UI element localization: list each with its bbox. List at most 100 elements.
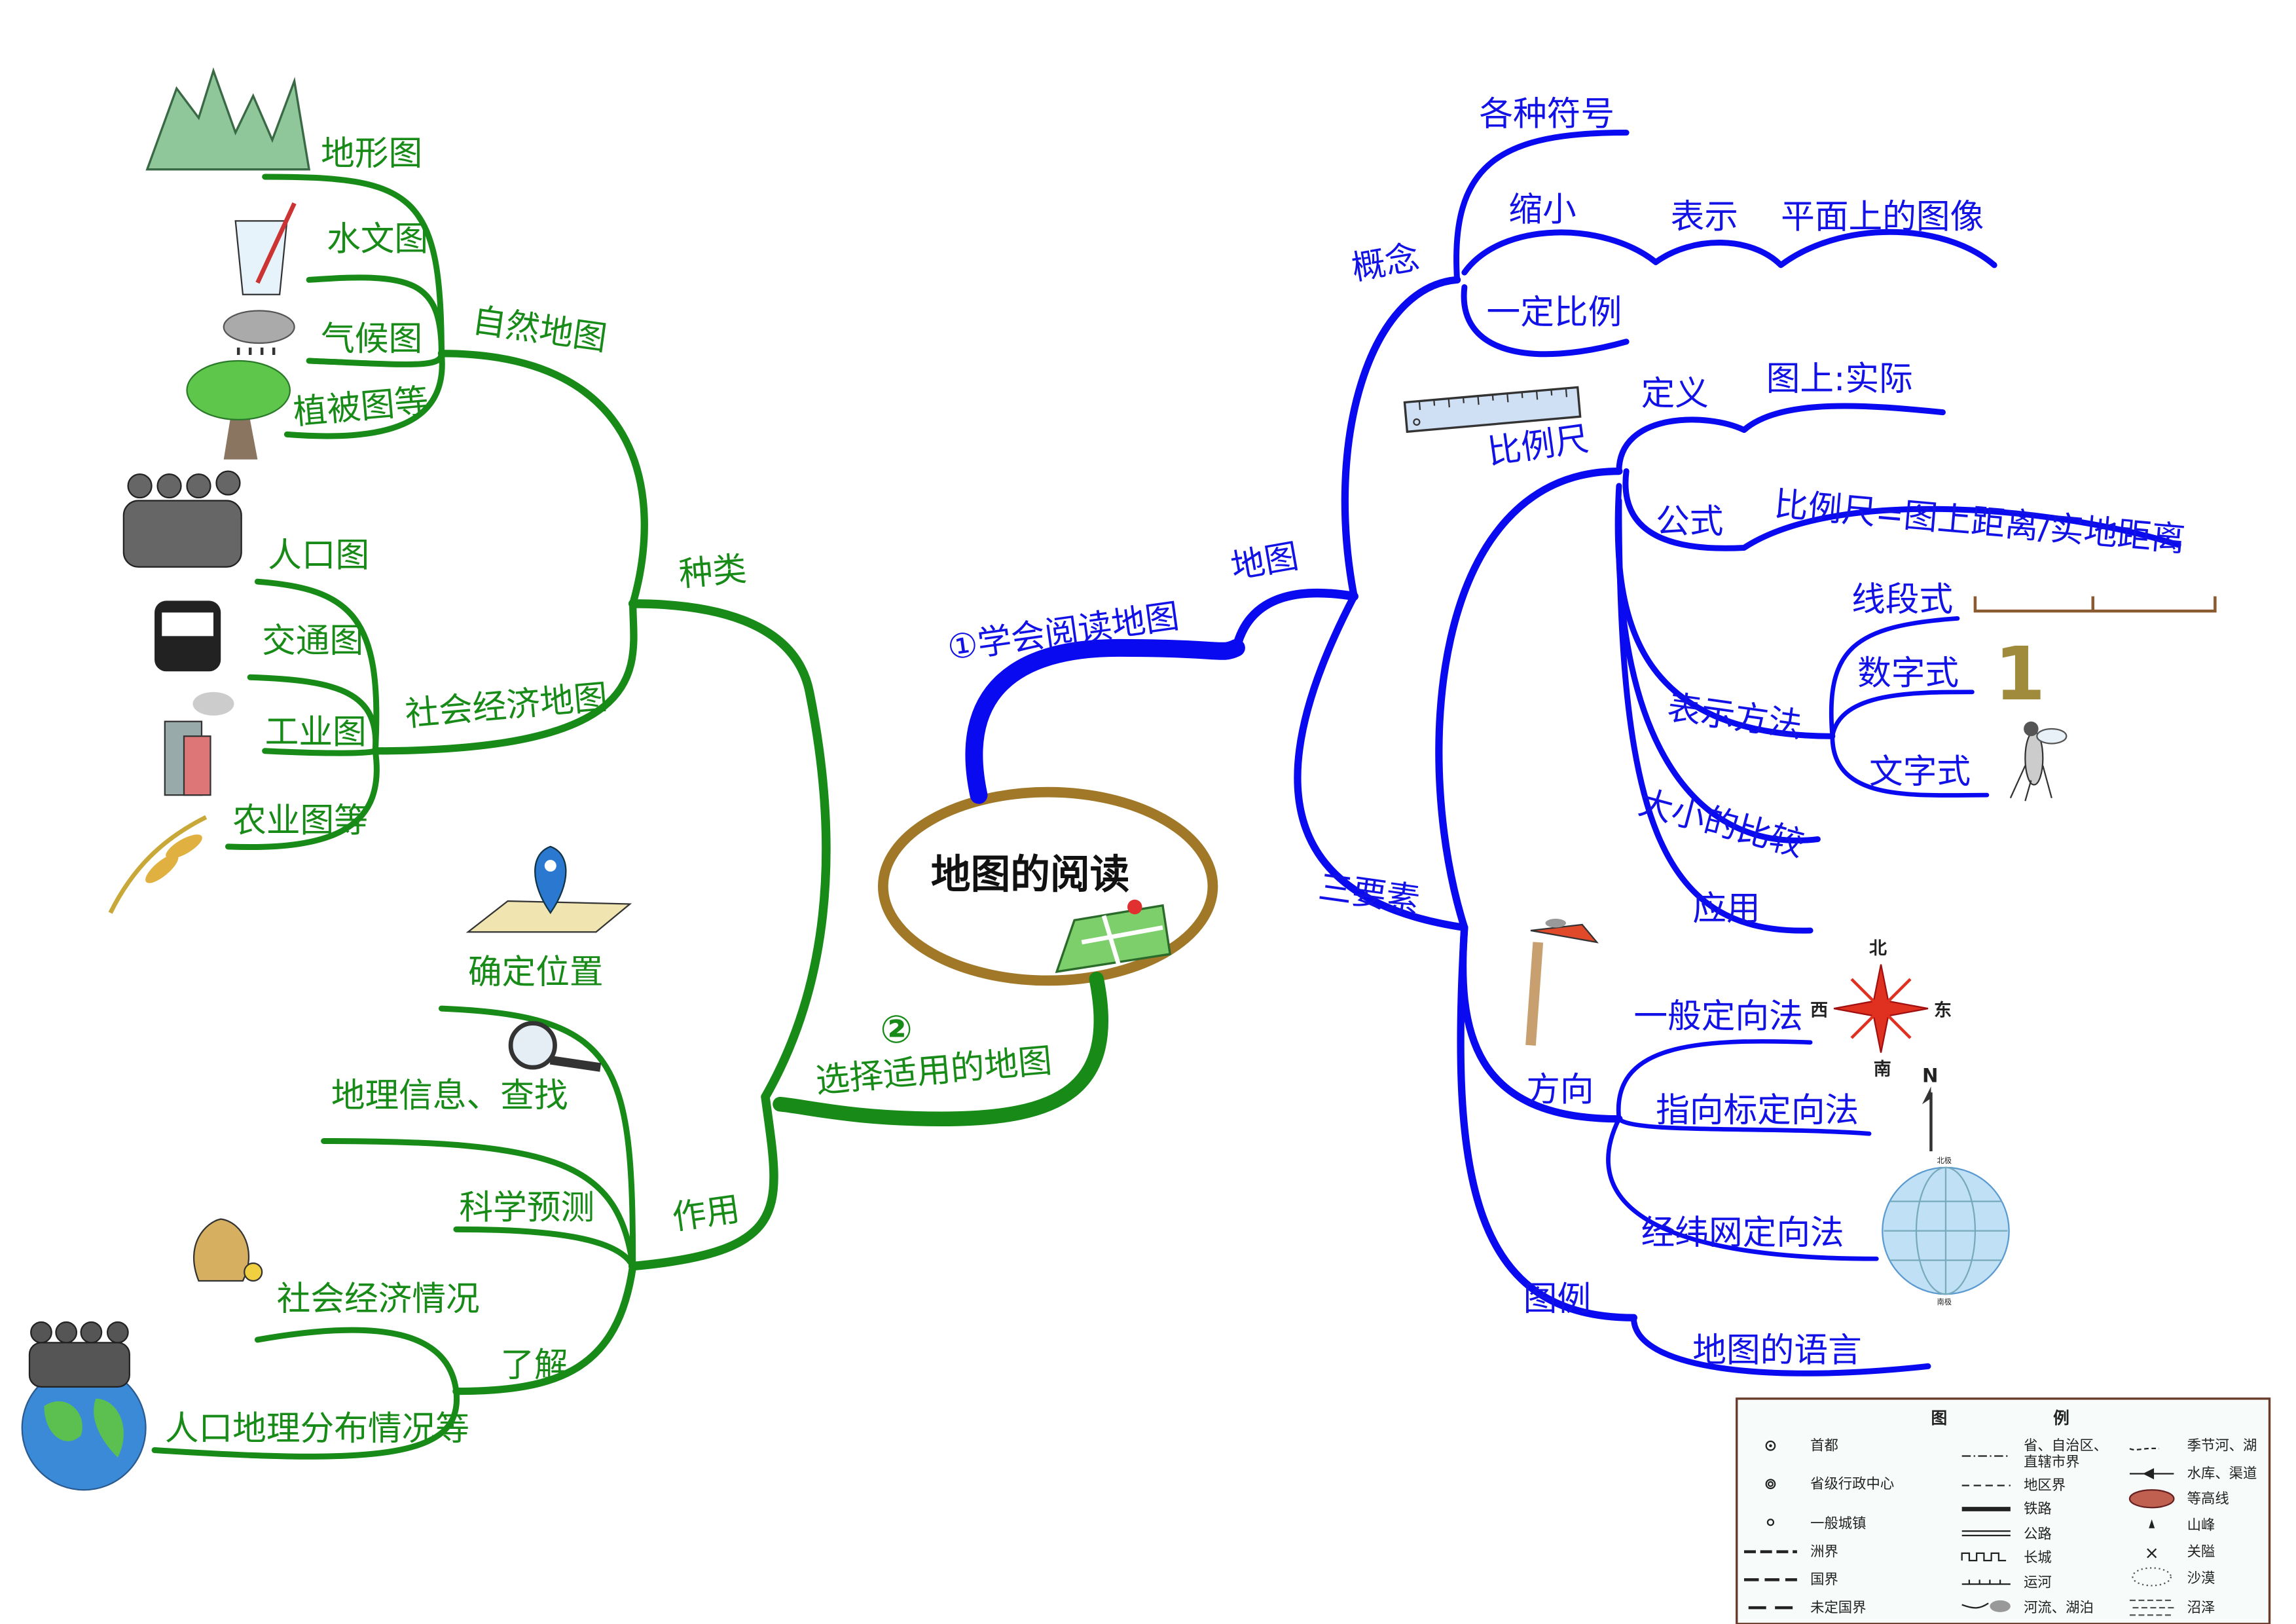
globe-people-icon bbox=[21, 1321, 147, 1491]
node-formula[interactable]: 公式 bbox=[1656, 502, 1723, 542]
node-use[interactable]: 应用 bbox=[1692, 889, 1760, 929]
line-scale-bar-icon bbox=[1973, 596, 2217, 613]
legend-title-left: 图 bbox=[1931, 1409, 1947, 1428]
map-icon bbox=[1055, 899, 1172, 974]
legend-item: 沙漠 bbox=[2187, 1570, 2215, 1587]
location-pin-map-icon bbox=[465, 845, 632, 933]
north-arrow-icon: N bbox=[1922, 1065, 1938, 1152]
node-legend[interactable]: 图例 bbox=[1523, 1280, 1591, 1319]
node-symbols[interactable]: 各种符号 bbox=[1479, 94, 1614, 134]
number-one-glyph: 1 bbox=[1994, 631, 2045, 717]
node-natural-item[interactable]: 地形图 bbox=[321, 134, 422, 174]
node-natural-item[interactable]: 植被图等 bbox=[292, 382, 430, 433]
compass-east: 东 bbox=[1934, 999, 1952, 1020]
branch-select-map[interactable]: 选择适用的地图 bbox=[814, 1041, 1054, 1101]
node-understand-item[interactable]: 人口地理分布情况等 bbox=[165, 1409, 469, 1449]
thermometer-glass-icon bbox=[234, 202, 297, 295]
compass-north: 北 bbox=[1869, 938, 1887, 959]
rain-cloud-icon bbox=[223, 310, 295, 355]
node-natural-item[interactable]: 气候图 bbox=[321, 320, 422, 359]
node-plane-image[interactable]: 平面上的图像 bbox=[1781, 198, 1984, 237]
money-bag-icon bbox=[192, 1218, 263, 1282]
node-definition-value[interactable]: 图上:实际 bbox=[1766, 360, 1913, 399]
mountain-icon bbox=[145, 67, 311, 171]
map-legend-box: 图 例 首都 省级行政中心 一般城镇 洲界 国界 未定国界 省、自治区、 直辖市… bbox=[1736, 1397, 2271, 1624]
legend-item: 河流、湖泊 bbox=[2024, 1600, 2094, 1616]
legend-item: 铁路 bbox=[2024, 1501, 2052, 1517]
wheat-icon bbox=[108, 815, 208, 914]
compass-rose-icon: 北 南 东 西 bbox=[1810, 938, 1952, 1079]
node-uses[interactable]: 作用 bbox=[670, 1189, 742, 1238]
node-social-item[interactable]: 交通图 bbox=[262, 621, 363, 661]
magnifier-icon bbox=[508, 1021, 602, 1072]
legend-item: 季节河、湖 bbox=[2187, 1438, 2257, 1454]
factory-icon bbox=[164, 692, 234, 796]
compass-west: 西 bbox=[1810, 1000, 1828, 1020]
node-three-elements[interactable]: 三要素 bbox=[1316, 868, 1422, 921]
node-social-item[interactable]: 人口图 bbox=[268, 536, 369, 576]
left-branches bbox=[151, 174, 1109, 1460]
legend-item: 公路 bbox=[2024, 1526, 2052, 1542]
node-use-item[interactable]: 科学预测 bbox=[459, 1189, 594, 1228]
node-grid[interactable]: 经纬网定向法 bbox=[1641, 1213, 1844, 1253]
node-social-item[interactable]: 工业图 bbox=[265, 712, 367, 752]
legend-item: 沼泽 bbox=[2187, 1600, 2215, 1616]
legend-item: 地区界 bbox=[2024, 1477, 2066, 1494]
legend-item: 关隘 bbox=[2187, 1543, 2215, 1560]
node-understand[interactable]: 了解 bbox=[500, 1346, 568, 1385]
node-represent[interactable]: 表示 bbox=[1671, 198, 1738, 237]
node-natural[interactable]: 自然地图 bbox=[470, 301, 610, 358]
crowd-icon bbox=[122, 470, 242, 568]
legend-item: 直辖市界 bbox=[2024, 1454, 2079, 1470]
tree-icon bbox=[186, 360, 291, 460]
number-two-badge: ② bbox=[880, 1007, 912, 1052]
legend-item: 省、自治区、 bbox=[2024, 1438, 2107, 1454]
legend-title-right: 例 bbox=[2053, 1409, 2069, 1428]
legend-item: 水库、渠道 bbox=[2187, 1466, 2257, 1482]
node-text-scale[interactable]: 文字式 bbox=[1869, 752, 1971, 792]
node-number-scale[interactable]: 数字式 bbox=[1857, 654, 1959, 693]
legend-item: 等高线 bbox=[2187, 1490, 2229, 1507]
node-use-item[interactable]: 地理信息、查找 bbox=[331, 1077, 568, 1116]
legend-item: 国界 bbox=[1810, 1572, 1838, 1588]
compass-south: 南 bbox=[1874, 1059, 1891, 1079]
mosquito-icon bbox=[2009, 721, 2068, 802]
node-natural-item[interactable]: 水文图 bbox=[327, 219, 428, 259]
legend-item: 首都 bbox=[1810, 1438, 1838, 1454]
pickaxe-icon bbox=[1525, 918, 1599, 1046]
node-social-item[interactable]: 农业图等 bbox=[232, 801, 368, 840]
north-arrow-label: N bbox=[1922, 1065, 1938, 1087]
node-ratio[interactable]: 一定比例 bbox=[1487, 293, 1622, 333]
node-types[interactable]: 种类 bbox=[678, 549, 748, 595]
legend-item: 运河 bbox=[2024, 1575, 2052, 1591]
node-pointer[interactable]: 指向标定向法 bbox=[1656, 1091, 1859, 1130]
legend-item: 洲界 bbox=[1810, 1543, 1838, 1560]
node-direction[interactable]: 方向 bbox=[1526, 1071, 1594, 1110]
legend-item: 山峰 bbox=[2187, 1517, 2215, 1534]
node-line-scale[interactable]: 线段式 bbox=[1851, 580, 1953, 619]
right-branches bbox=[965, 130, 2181, 1376]
legend-item: 未定国界 bbox=[1810, 1600, 1866, 1616]
legend-item: 省级行政中心 bbox=[1810, 1476, 1894, 1492]
globe-south-label: 南极 bbox=[1937, 1297, 1951, 1306]
node-scale[interactable]: 比例尺 bbox=[1485, 419, 1592, 472]
legend-item: 长城 bbox=[2024, 1549, 2052, 1566]
node-use-item[interactable]: 确定位置 bbox=[468, 953, 604, 992]
center-node[interactable]: 地图的阅读 bbox=[877, 786, 1218, 986]
node-general[interactable]: 一般定向法 bbox=[1633, 997, 1802, 1036]
globe-grid-icon: 北极 南极 bbox=[1882, 1156, 2010, 1306]
node-methods[interactable]: 表示方法 bbox=[1665, 688, 1804, 746]
legend-item: 一般城镇 bbox=[1810, 1516, 1866, 1532]
node-shrink[interactable]: 缩小 bbox=[1508, 190, 1576, 229]
node-definition[interactable]: 定义 bbox=[1641, 374, 1709, 413]
node-formula-value[interactable]: 比例尺=图上距离/实地距离 bbox=[1773, 485, 2187, 560]
globe-north-label: 北极 bbox=[1937, 1156, 1951, 1165]
node-compare[interactable]: 大小的比较 bbox=[1634, 783, 1808, 865]
center-title: 地图的阅读 bbox=[931, 852, 1129, 898]
node-concept[interactable]: 概念 bbox=[1349, 238, 1422, 288]
node-understand-item[interactable]: 社会经济情况 bbox=[277, 1280, 480, 1319]
node-map[interactable]: 地图 bbox=[1228, 536, 1302, 587]
bus-icon bbox=[155, 600, 221, 672]
node-language[interactable]: 地图的语言 bbox=[1692, 1331, 1861, 1371]
